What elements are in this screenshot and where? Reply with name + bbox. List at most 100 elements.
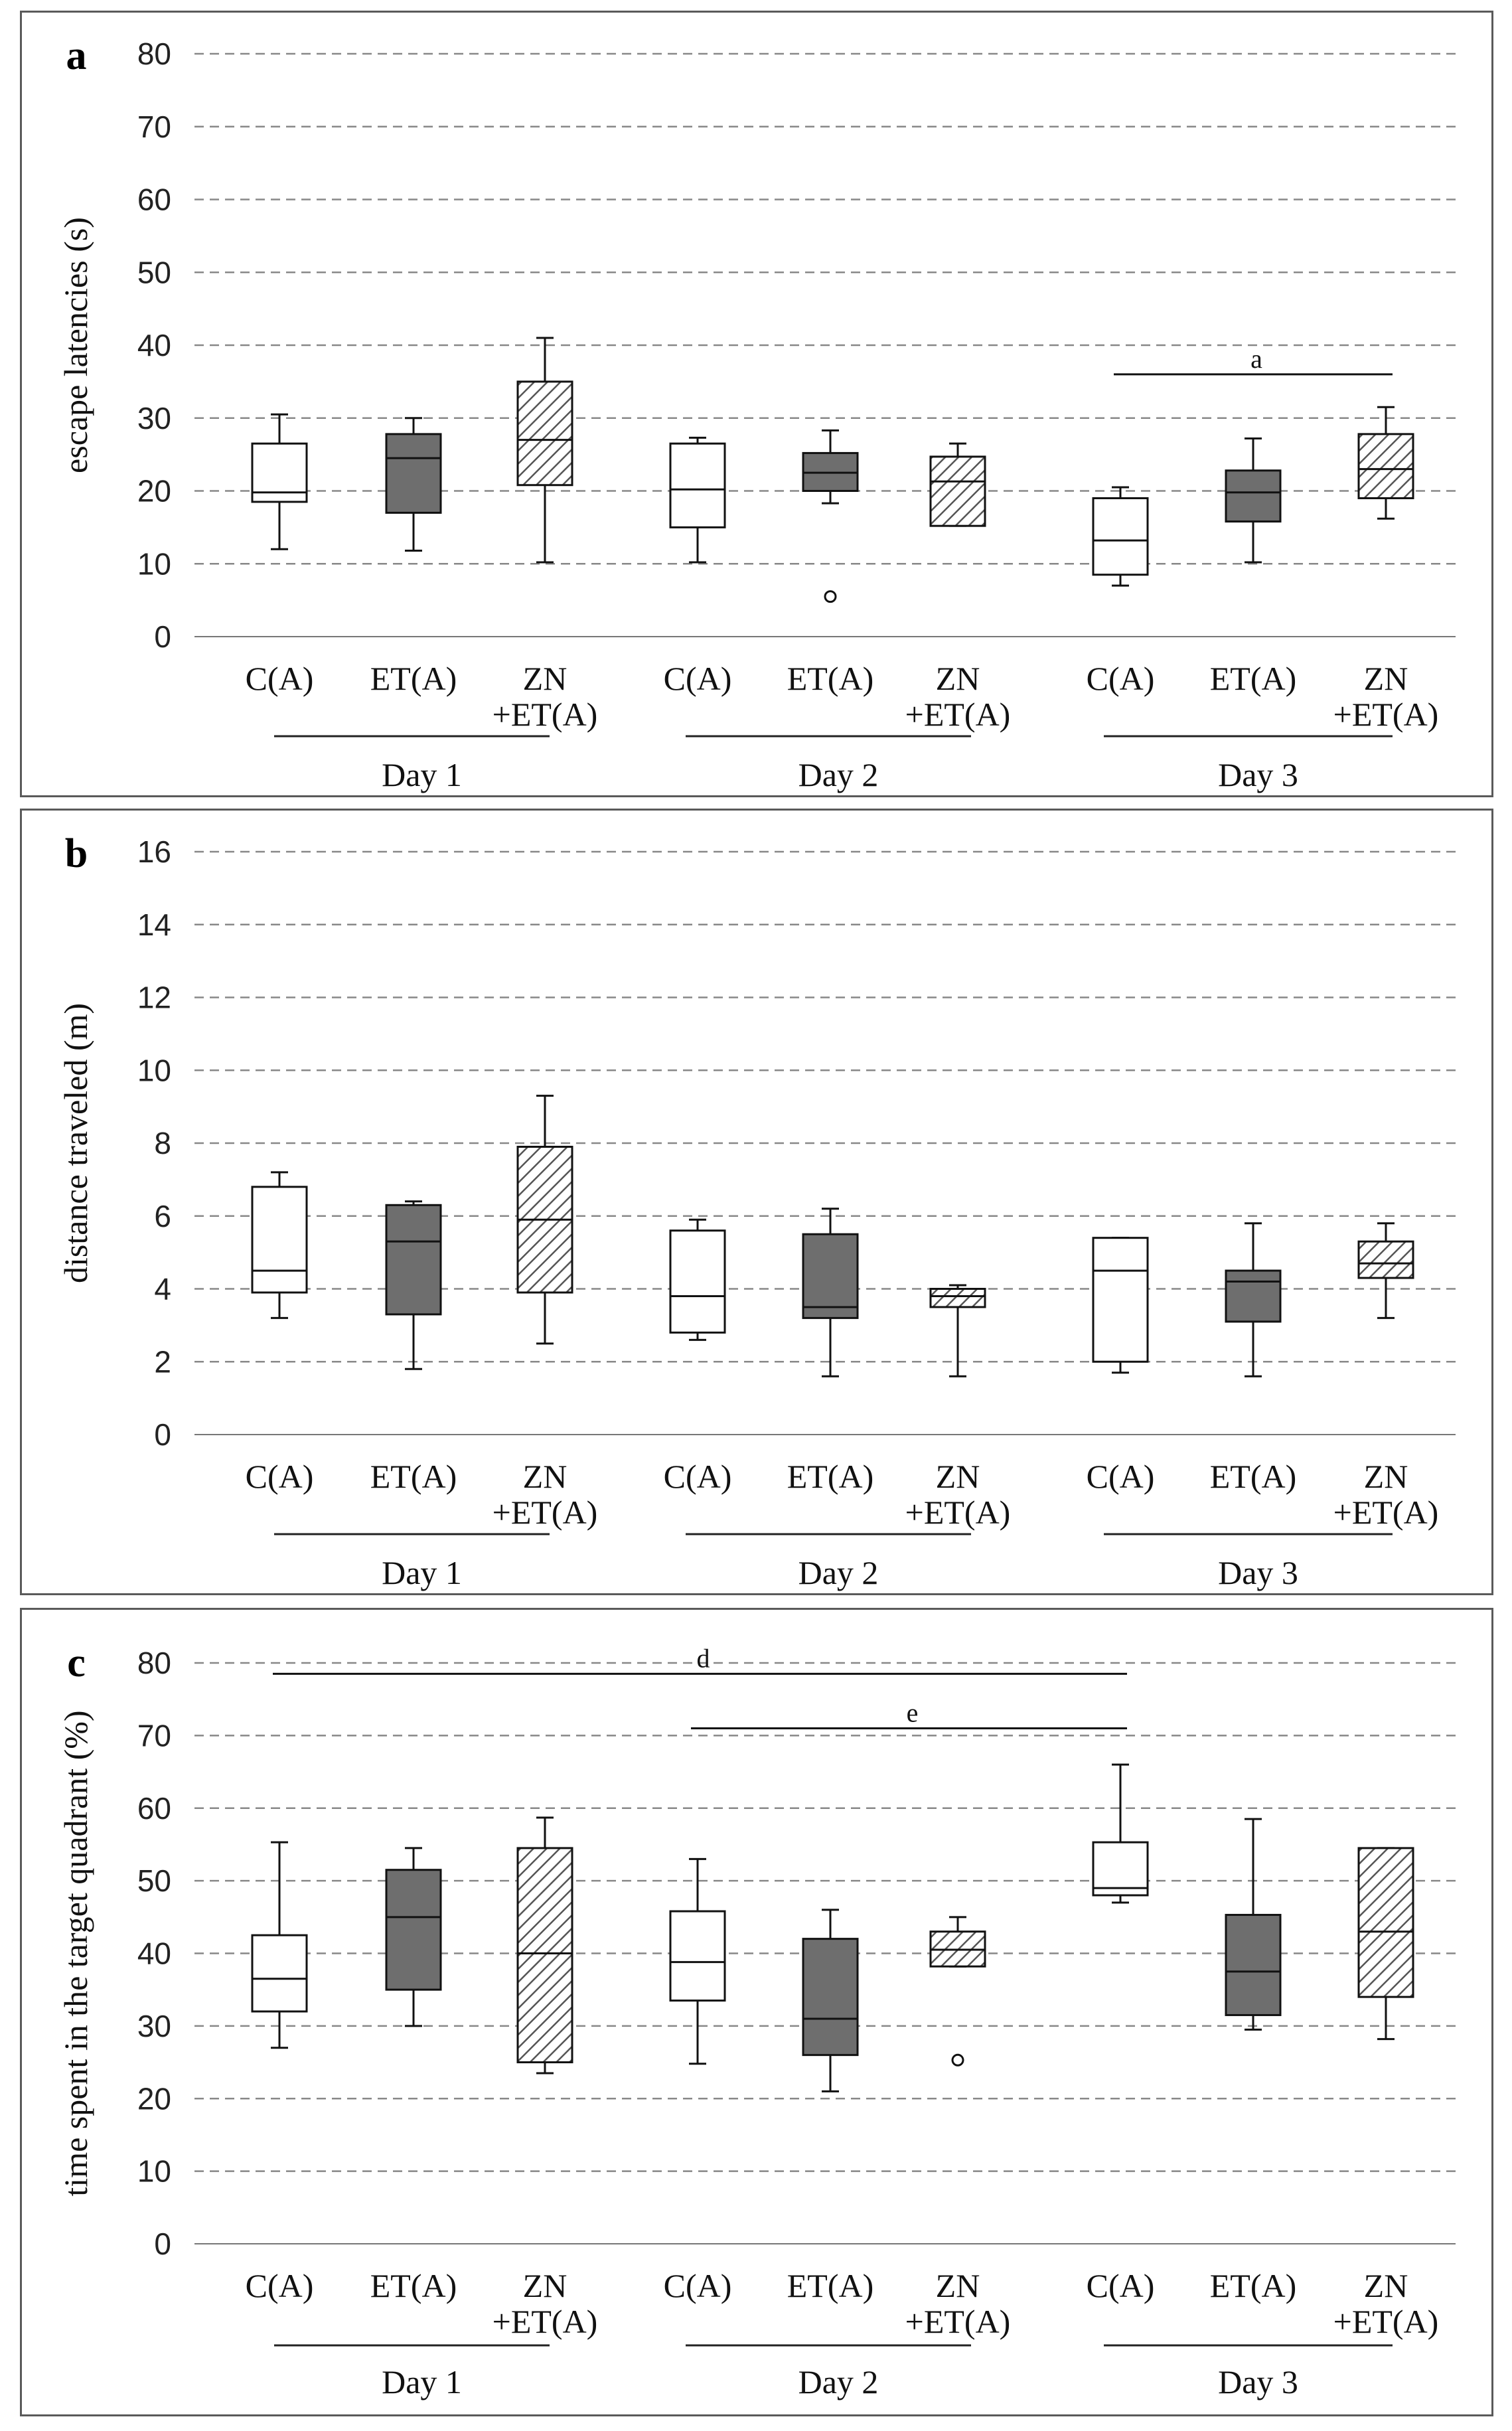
panel-a-letter: a — [66, 33, 87, 78]
category-label: C(A) — [246, 1458, 314, 1495]
box-2 — [385, 417, 442, 552]
box-6 — [929, 442, 986, 527]
y-tick-label: 80 — [137, 1646, 171, 1680]
box-body — [929, 1288, 986, 1308]
category-label: C(A) — [1087, 660, 1155, 697]
box-9 — [1357, 1847, 1414, 2041]
day-label: Day 2 — [798, 756, 879, 793]
category-label: +ET(A) — [1333, 2303, 1439, 2340]
category-label: ET(A) — [370, 660, 457, 697]
y-tick-label: 30 — [137, 401, 171, 435]
category-label: ZN — [1364, 1458, 1408, 1495]
box-body — [802, 1938, 859, 2057]
box-body — [1357, 1240, 1414, 1279]
box-3 — [516, 1816, 573, 2075]
box-body — [251, 1186, 308, 1294]
y-tick-label: 2 — [154, 1344, 171, 1379]
y-tick-label: 30 — [137, 2009, 171, 2043]
y-tick-label: 0 — [154, 2227, 171, 2261]
category-label: ZN — [523, 2267, 567, 2304]
chart-c-ylabel: time spent in the target quadrant (%) — [57, 1710, 94, 2196]
box-body — [1092, 497, 1149, 576]
category-label: C(A) — [246, 2267, 314, 2304]
category-label: +ET(A) — [905, 696, 1011, 733]
y-tick-label: 20 — [137, 474, 171, 509]
y-tick-label: 40 — [137, 1936, 171, 1971]
category-label: ZN — [1364, 660, 1408, 697]
box-1 — [251, 413, 308, 550]
box-body — [669, 442, 726, 528]
significance-label: a — [1250, 344, 1262, 374]
box-6 — [929, 1284, 986, 1377]
panel-c: c time spent in the target quadrant (%) 0 1… — [20, 1608, 1493, 2416]
category-label: ZN — [936, 1458, 980, 1495]
category-label: +ET(A) — [492, 1494, 598, 1531]
day-label: Day 2 — [798, 1554, 879, 1591]
box-body — [1092, 1841, 1149, 1897]
box-6 — [929, 1916, 986, 2067]
y-tick-label: 4 — [154, 1272, 171, 1306]
box-8 — [1225, 437, 1282, 564]
category-label: +ET(A) — [905, 2303, 1011, 2340]
box-8 — [1225, 1818, 1282, 2031]
y-tick-label: 16 — [137, 834, 171, 869]
y-tick-label: 70 — [137, 1718, 171, 1753]
category-label: +ET(A) — [1333, 696, 1439, 733]
category-label: C(A) — [664, 2267, 732, 2304]
chart-c-svg: c time spent in the target quadrant (%) 0 1… — [57, 1640, 1456, 2400]
category-label: ZN — [936, 2267, 980, 2304]
y-tick-label: 14 — [137, 907, 171, 942]
y-tick-label: 10 — [137, 1053, 171, 1087]
box-5 — [802, 429, 859, 603]
box-9 — [1357, 406, 1414, 520]
box-4 — [669, 436, 726, 564]
box-9 — [1357, 1222, 1414, 1319]
box-body — [1225, 1914, 1282, 2016]
box-body — [1092, 1237, 1149, 1363]
category-label: +ET(A) — [492, 696, 598, 733]
category-label: +ET(A) — [905, 1494, 1011, 1531]
box-1 — [251, 1171, 308, 1319]
box-body — [516, 1847, 573, 2064]
day-label: Day 3 — [1218, 756, 1298, 793]
day-label: Day 3 — [1218, 1554, 1298, 1591]
category-label: C(A) — [664, 660, 732, 697]
box-2 — [385, 1847, 442, 2027]
box-body — [1225, 469, 1282, 523]
box-body — [1225, 1269, 1282, 1323]
category-label: ZN — [523, 1458, 567, 1495]
category-label: ZN — [936, 660, 980, 697]
day-label: Day 1 — [382, 1554, 462, 1591]
chart-a-svg: a escape latencies (s) 0 10 20 30 40 50 60 70 80 C(… — [57, 33, 1456, 793]
box-body — [385, 433, 442, 514]
category-label: ET(A) — [787, 660, 874, 697]
y-tick-label: 50 — [137, 1863, 171, 1898]
box-body — [1357, 433, 1414, 499]
panel-b-letter: b — [65, 831, 88, 876]
box-7 — [1092, 1763, 1149, 1904]
y-tick-label: 10 — [137, 2154, 171, 2189]
box-7 — [1092, 486, 1149, 587]
panel-c-letter: c — [67, 1640, 86, 1686]
box-5 — [802, 1909, 859, 2092]
box-8 — [1225, 1222, 1282, 1377]
day-label: Day 3 — [1218, 2363, 1298, 2400]
category-label: C(A) — [246, 660, 314, 697]
chart-b-svg: b distance traveled (m) 0 2 4 6 8 10 12 14 16 C(A) E… — [57, 831, 1456, 1591]
box-5 — [802, 1208, 859, 1377]
box-body — [516, 380, 573, 487]
box-4 — [669, 1857, 726, 2065]
category-label: ET(A) — [370, 2267, 457, 2304]
significance-label: d — [697, 1643, 710, 1673]
box-1 — [251, 1841, 308, 2049]
chart-a-ylabel: escape latencies (s) — [57, 217, 94, 473]
category-label: +ET(A) — [492, 2303, 598, 2340]
category-label: ET(A) — [1210, 2267, 1297, 2304]
outlier-point — [951, 2053, 964, 2067]
box-4 — [669, 1218, 726, 1341]
box-7 — [1092, 1237, 1149, 1374]
box-2 — [385, 1200, 442, 1370]
category-label: ET(A) — [370, 1458, 457, 1495]
day-label: Day 1 — [382, 756, 462, 793]
category-label: ZN — [1364, 2267, 1408, 2304]
